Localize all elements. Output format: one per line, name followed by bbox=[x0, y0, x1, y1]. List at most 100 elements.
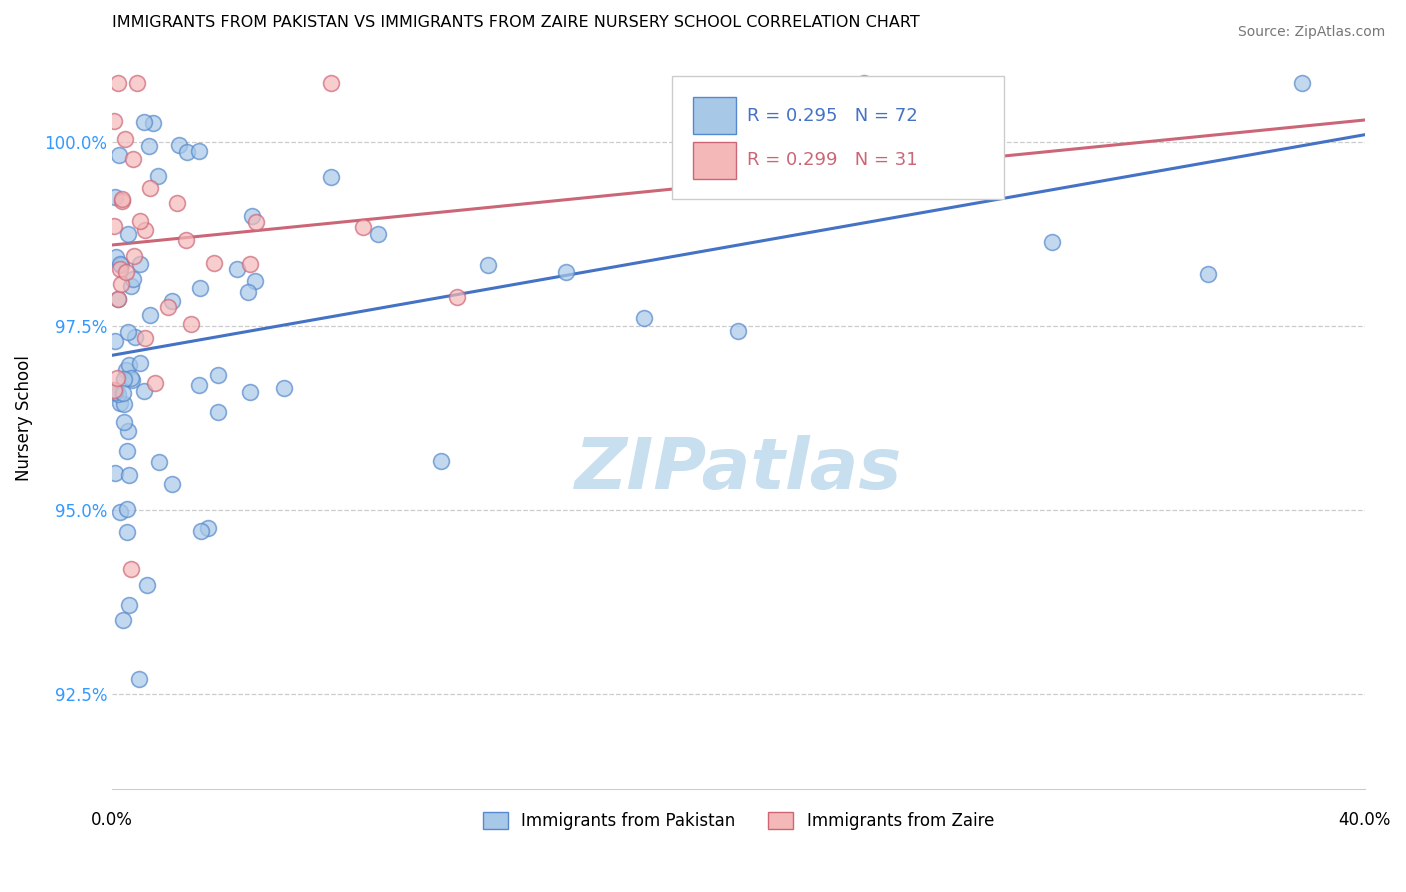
Text: R = 0.295   N = 72: R = 0.295 N = 72 bbox=[747, 106, 918, 125]
Point bbox=[321, 76, 343, 90]
Point bbox=[157, 300, 180, 314]
Point bbox=[139, 180, 162, 194]
Point bbox=[107, 387, 129, 401]
Point bbox=[727, 324, 749, 338]
Point bbox=[202, 256, 225, 270]
Point bbox=[112, 372, 135, 386]
Point bbox=[104, 466, 127, 480]
Point bbox=[129, 357, 152, 371]
Point bbox=[104, 385, 127, 400]
Point bbox=[120, 370, 142, 384]
Point bbox=[104, 334, 127, 349]
Point bbox=[120, 278, 142, 293]
Point bbox=[187, 378, 209, 392]
Point bbox=[117, 227, 139, 241]
Point bbox=[118, 358, 141, 372]
Text: R = 0.299   N = 31: R = 0.299 N = 31 bbox=[747, 151, 918, 169]
Point bbox=[111, 194, 134, 208]
Point bbox=[108, 261, 131, 276]
Point bbox=[104, 190, 127, 204]
Point bbox=[166, 196, 188, 211]
Point bbox=[132, 115, 155, 129]
Point bbox=[446, 290, 468, 304]
Point bbox=[180, 317, 202, 331]
Point bbox=[128, 257, 150, 271]
Point bbox=[477, 258, 499, 272]
Point bbox=[110, 277, 132, 292]
Y-axis label: Nursery School: Nursery School bbox=[15, 355, 32, 481]
FancyBboxPatch shape bbox=[672, 76, 1004, 199]
Point bbox=[1291, 76, 1313, 90]
Point bbox=[103, 383, 125, 397]
Point bbox=[117, 424, 139, 438]
Point bbox=[633, 311, 655, 326]
Point bbox=[103, 114, 125, 128]
Point bbox=[207, 405, 229, 419]
Point bbox=[143, 376, 166, 391]
Point bbox=[117, 325, 139, 339]
Point bbox=[176, 145, 198, 159]
Point bbox=[112, 415, 135, 429]
Point bbox=[188, 144, 211, 158]
Point bbox=[120, 561, 142, 575]
Point bbox=[121, 152, 143, 166]
Point bbox=[1040, 235, 1063, 249]
Point bbox=[138, 139, 160, 153]
Point bbox=[352, 220, 374, 235]
Point bbox=[121, 373, 143, 387]
Point bbox=[273, 380, 295, 394]
Point bbox=[107, 76, 129, 90]
Point bbox=[245, 273, 267, 287]
Point bbox=[135, 577, 157, 591]
Point bbox=[245, 214, 267, 228]
Text: ZIPatlas: ZIPatlas bbox=[575, 435, 903, 504]
Legend: Immigrants from Pakistan, Immigrants from Zaire: Immigrants from Pakistan, Immigrants fro… bbox=[475, 805, 1001, 837]
Point bbox=[107, 148, 129, 162]
Point bbox=[134, 384, 156, 398]
Point bbox=[110, 505, 132, 519]
Point bbox=[118, 598, 141, 612]
Point bbox=[240, 209, 263, 223]
FancyBboxPatch shape bbox=[693, 142, 735, 178]
Point bbox=[124, 330, 146, 344]
Point bbox=[160, 293, 183, 308]
Point bbox=[118, 467, 141, 482]
Point bbox=[115, 363, 138, 377]
Point bbox=[108, 257, 131, 271]
Point bbox=[134, 223, 156, 237]
Point bbox=[239, 257, 262, 271]
Point bbox=[555, 265, 578, 279]
Point bbox=[107, 292, 129, 306]
Point bbox=[115, 264, 138, 278]
Point bbox=[239, 384, 262, 399]
Text: IMMIGRANTS FROM PAKISTAN VS IMMIGRANTS FROM ZAIRE NURSERY SCHOOL CORRELATION CHA: IMMIGRANTS FROM PAKISTAN VS IMMIGRANTS F… bbox=[112, 15, 920, 30]
Point bbox=[124, 249, 146, 263]
Point bbox=[107, 293, 129, 307]
Point bbox=[134, 331, 156, 345]
Text: 40.0%: 40.0% bbox=[1339, 812, 1391, 830]
Point bbox=[190, 281, 212, 295]
Point bbox=[207, 368, 229, 382]
Point bbox=[114, 131, 136, 145]
Point bbox=[430, 453, 453, 467]
Point bbox=[112, 397, 135, 411]
Point bbox=[139, 308, 162, 322]
Point bbox=[142, 116, 165, 130]
Point bbox=[852, 76, 875, 90]
Point bbox=[105, 371, 128, 385]
Point bbox=[115, 501, 138, 516]
Point bbox=[125, 76, 148, 90]
Point bbox=[148, 454, 170, 468]
Point bbox=[111, 613, 134, 627]
Point bbox=[115, 524, 138, 539]
Point bbox=[321, 169, 343, 184]
Point bbox=[110, 258, 132, 272]
Point bbox=[103, 219, 125, 233]
Point bbox=[167, 138, 190, 153]
Point bbox=[160, 476, 183, 491]
Point bbox=[122, 272, 145, 286]
Point bbox=[128, 672, 150, 686]
Point bbox=[197, 521, 219, 535]
Point bbox=[1197, 267, 1219, 281]
FancyBboxPatch shape bbox=[693, 97, 735, 134]
